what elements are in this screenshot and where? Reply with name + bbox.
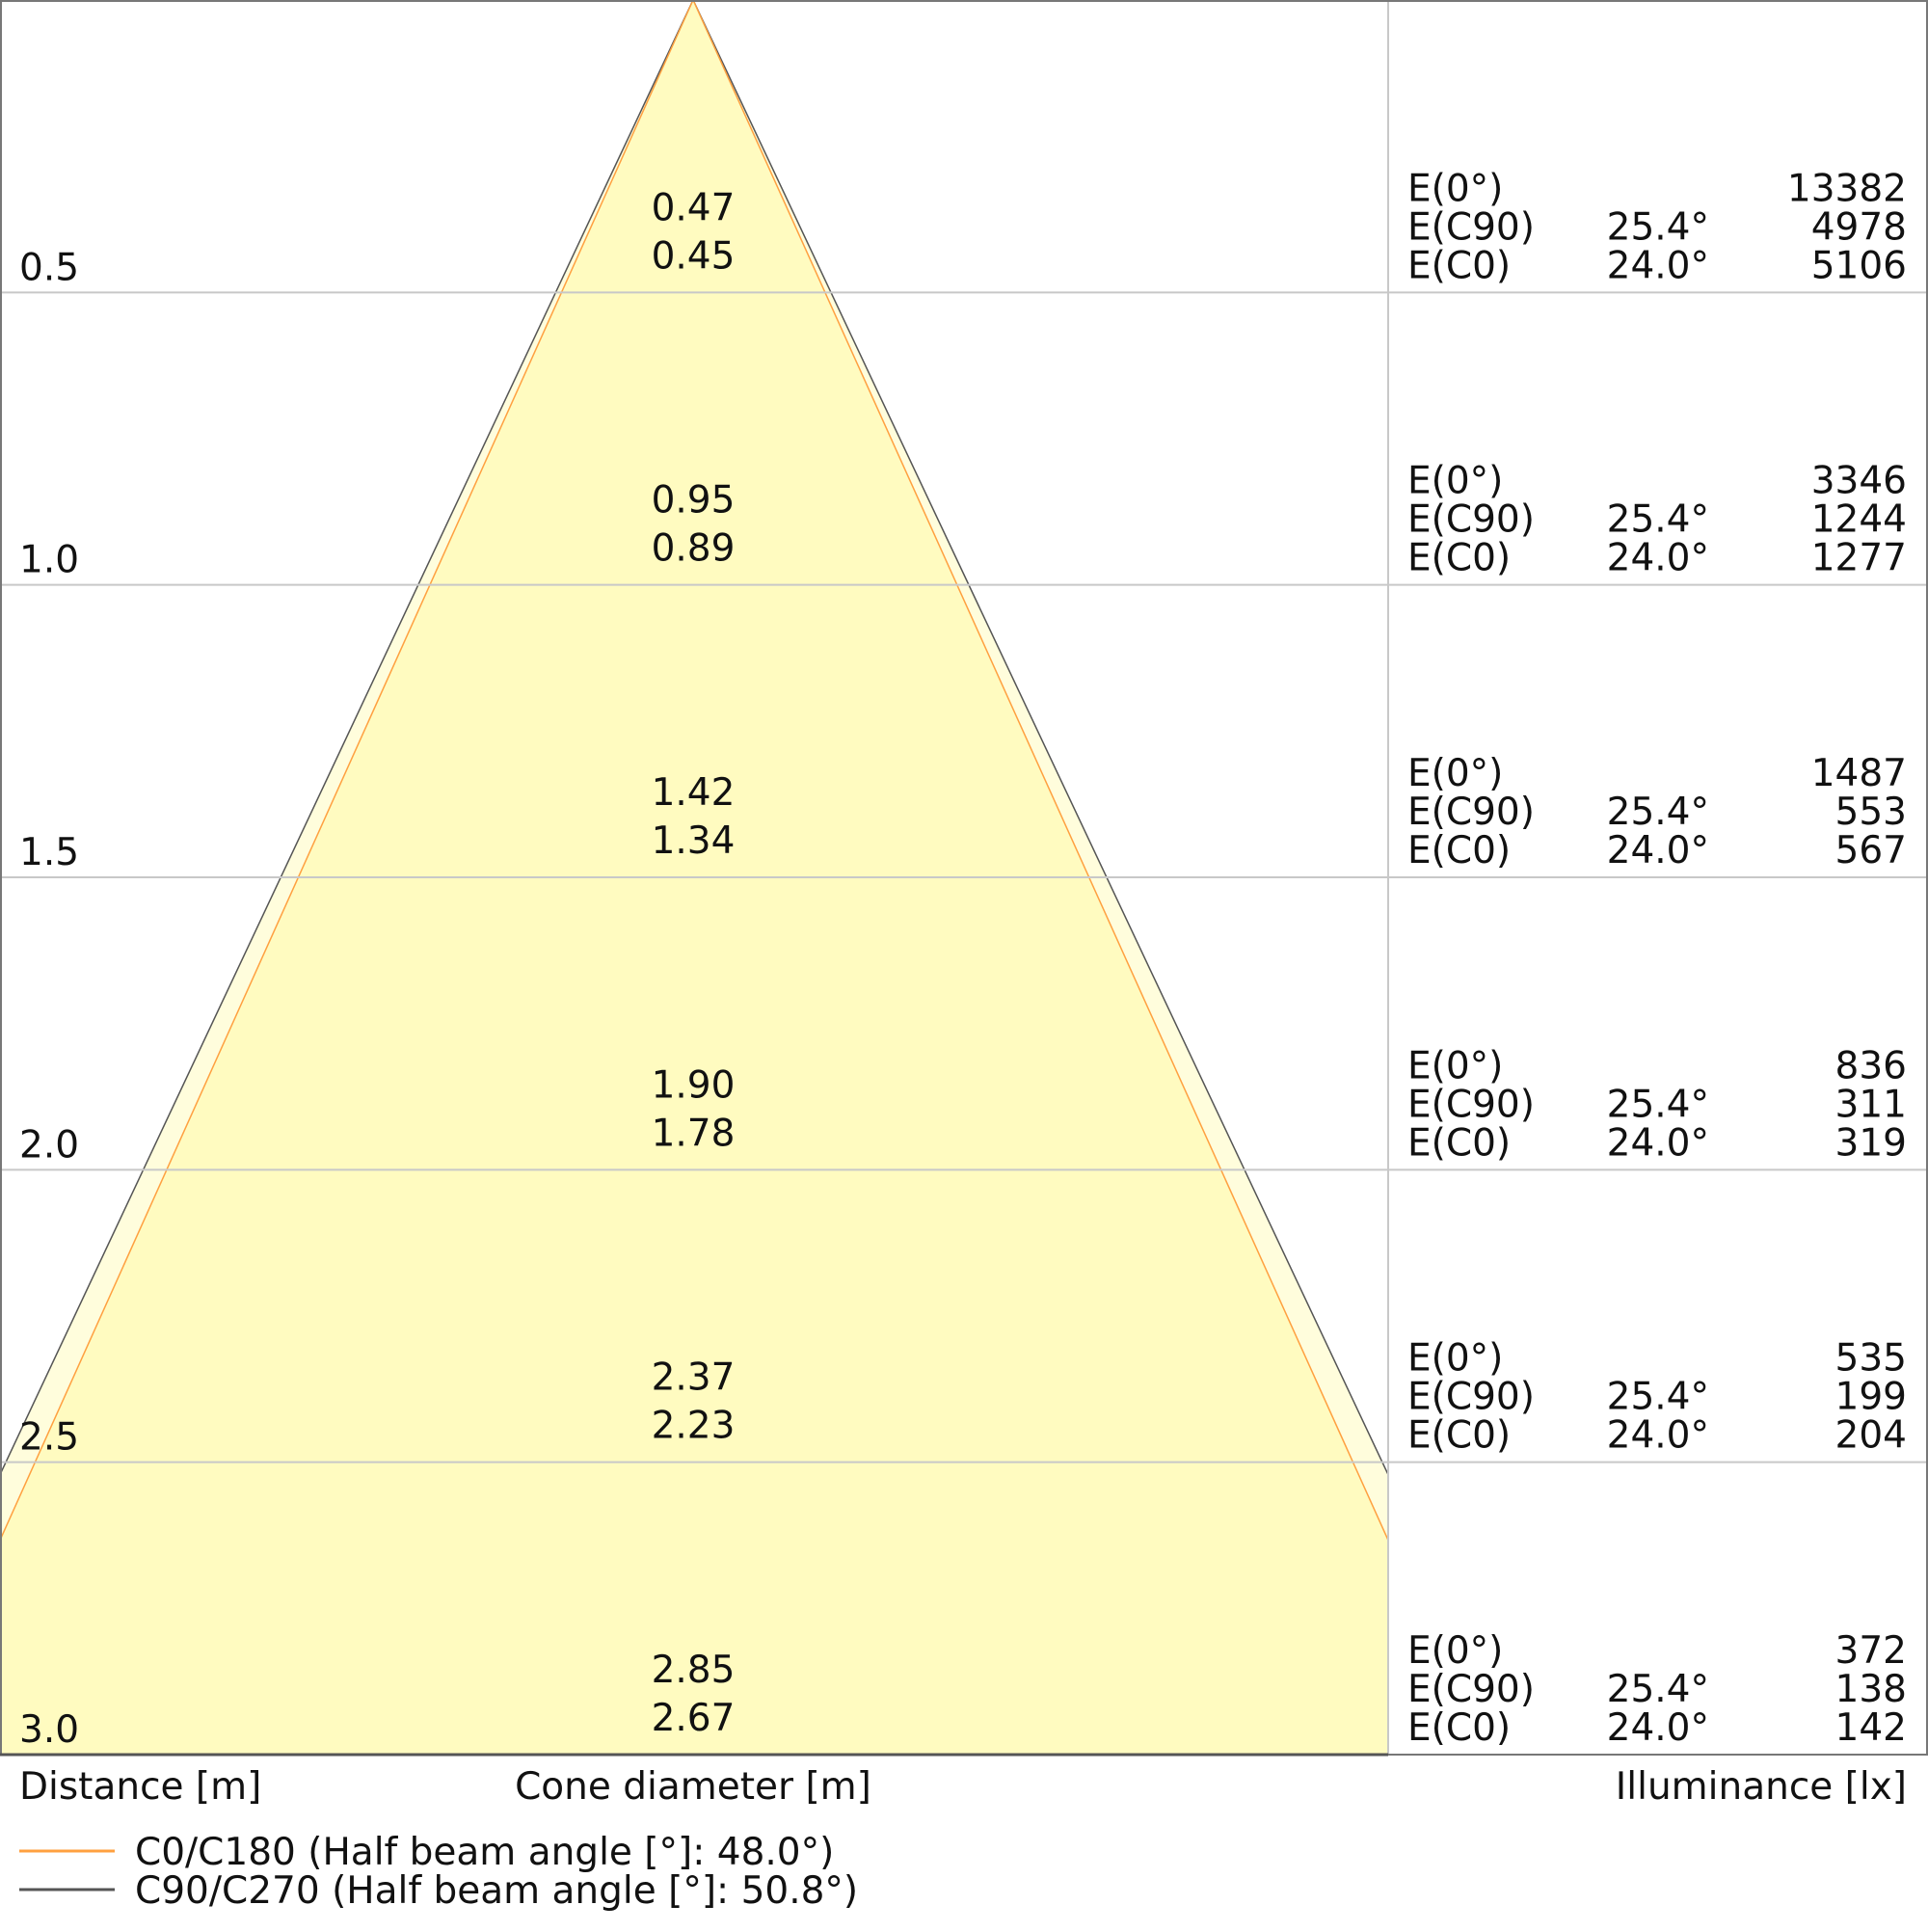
- diameter-c90-label: 0.95: [652, 479, 736, 523]
- diameter-c0-label: 2.67: [652, 1697, 736, 1740]
- e0-label: E(0°): [1407, 460, 1503, 503]
- row-labels: 0.5 0.47 0.45 E(0°) 13382 E(C90) 25.4° 4978 E(C0…: [19, 167, 1907, 1752]
- e0-label: E(0°): [1407, 752, 1503, 795]
- ec0-angle: 24.0°: [1607, 829, 1709, 872]
- ec0-value: 204: [1835, 1414, 1907, 1458]
- diameter-c0-label: 1.78: [652, 1112, 736, 1155]
- distance-label: 0.5: [19, 246, 79, 289]
- ec0-angle: 24.0°: [1607, 1121, 1709, 1165]
- ec90-value: 311: [1835, 1083, 1907, 1126]
- e0-label: E(0°): [1407, 167, 1503, 210]
- ec0-label: E(C0): [1407, 829, 1511, 872]
- e0-value: 13382: [1787, 167, 1907, 210]
- ec0-value: 567: [1835, 829, 1907, 872]
- legend-label-c90: C90/C270 (Half beam angle [°]: 50.8°): [135, 1869, 858, 1913]
- ec90-angle: 25.4°: [1607, 1376, 1709, 1419]
- ec0-angle: 24.0°: [1607, 537, 1709, 580]
- e0-value: 3346: [1811, 460, 1907, 503]
- ec0-value: 1277: [1811, 537, 1907, 580]
- ec0-value: 319: [1835, 1121, 1907, 1165]
- e0-value: 1487: [1811, 752, 1907, 795]
- ec90-label: E(C90): [1407, 1083, 1535, 1126]
- e0-label: E(0°): [1407, 1337, 1503, 1381]
- ec90-value: 553: [1835, 791, 1907, 834]
- ec0-angle: 24.0°: [1607, 1414, 1709, 1458]
- ec90-value: 138: [1835, 1668, 1907, 1711]
- diameter-c90-label: 0.47: [652, 186, 736, 229]
- distance-label: 1.5: [19, 831, 79, 874]
- diameter-c0-label: 0.45: [652, 234, 736, 278]
- ec90-angle: 25.4°: [1607, 791, 1709, 834]
- ec90-label: E(C90): [1407, 791, 1535, 834]
- ec0-label: E(C0): [1407, 1706, 1511, 1750]
- diameter-c90-label: 1.42: [652, 771, 736, 815]
- ec0-angle: 24.0°: [1607, 1706, 1709, 1750]
- distance-label: 2.5: [19, 1416, 79, 1460]
- diameter-c0-label: 2.23: [652, 1405, 736, 1448]
- ec0-angle: 24.0°: [1607, 244, 1709, 287]
- grid: [0, 0, 1928, 1757]
- ec90-angle: 25.4°: [1607, 1668, 1709, 1711]
- ec0-label: E(C0): [1407, 537, 1511, 580]
- ec90-label: E(C90): [1407, 205, 1535, 249]
- ec90-value: 4978: [1811, 205, 1907, 249]
- diameter-c90-label: 2.85: [652, 1649, 736, 1692]
- e0-value: 535: [1835, 1337, 1907, 1381]
- ec90-value: 1244: [1811, 498, 1907, 542]
- legend-label-c0: C0/C180 (Half beam angle [°]: 48.0°): [135, 1831, 834, 1874]
- diameter-c90-label: 1.90: [652, 1063, 736, 1107]
- legend: C0/C180 (Half beam angle [°]: 48.0°) C90…: [19, 1831, 858, 1913]
- illuminance-axis-label: Illuminance [lx]: [1616, 1765, 1907, 1809]
- distance-axis-label: Distance [m]: [19, 1765, 261, 1809]
- ec0-value: 5106: [1811, 244, 1907, 287]
- e0-value: 836: [1835, 1044, 1907, 1087]
- distance-label: 1.0: [19, 539, 79, 582]
- distance-label: 3.0: [19, 1708, 79, 1752]
- diameter-axis-label: Cone diameter [m]: [515, 1765, 871, 1809]
- distance-label: 2.0: [19, 1123, 79, 1167]
- diameter-c0-label: 0.89: [652, 527, 736, 571]
- ec90-label: E(C90): [1407, 1668, 1535, 1711]
- diameter-c90-label: 2.37: [652, 1356, 736, 1400]
- ec90-angle: 25.4°: [1607, 205, 1709, 249]
- ec0-label: E(C0): [1407, 1414, 1511, 1458]
- e0-value: 372: [1835, 1629, 1907, 1673]
- e0-label: E(0°): [1407, 1629, 1503, 1673]
- ec0-value: 142: [1835, 1706, 1907, 1750]
- ec0-label: E(C0): [1407, 244, 1511, 287]
- e0-label: E(0°): [1407, 1044, 1503, 1087]
- ec90-label: E(C90): [1407, 1376, 1535, 1419]
- ec90-angle: 25.4°: [1607, 498, 1709, 542]
- ec0-label: E(C0): [1407, 1121, 1511, 1165]
- ec90-label: E(C90): [1407, 498, 1535, 542]
- ec90-value: 199: [1835, 1376, 1907, 1419]
- ec90-angle: 25.4°: [1607, 1083, 1709, 1126]
- diameter-c0-label: 1.34: [652, 819, 736, 863]
